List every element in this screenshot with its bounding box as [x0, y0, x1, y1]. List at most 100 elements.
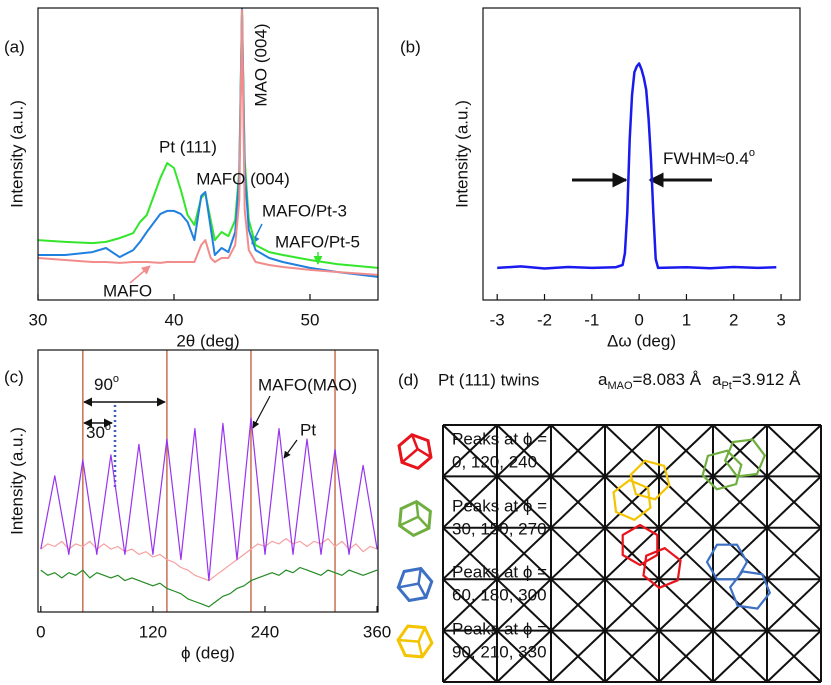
grid-diagonal: [658, 527, 714, 580]
series-label: MAFO/Pt-3: [262, 201, 347, 220]
grid-diagonal: [496, 475, 552, 529]
twin-outline: [642, 546, 682, 590]
grid-diagonal: [766, 527, 822, 580]
y-axis-label: Intensity (a.u.): [7, 100, 26, 208]
x-tick-label: 30: [29, 310, 48, 329]
lattice-sub: Pt: [721, 380, 731, 392]
twin-icon: [398, 499, 432, 538]
annotation-arrows: [83, 172, 712, 488]
arrow: [252, 395, 271, 429]
annotation: Pt (111): [159, 137, 217, 156]
x-tick-label: 1: [682, 310, 691, 329]
annotation-main: 30: [86, 423, 105, 442]
twin-icon-edge: [410, 434, 419, 450]
x-tick-label: 120: [139, 622, 167, 641]
diagram-title: Pt (111) twins: [438, 370, 539, 389]
twin-outline: [629, 459, 671, 501]
annotation: Pt: [300, 420, 316, 439]
y-axis-label: Intensity (a.u.): [7, 427, 26, 535]
twin-icon: [397, 433, 433, 470]
twin-icon: [396, 566, 434, 603]
annotation-main: 90: [94, 375, 113, 394]
lattice-value: =8.083 Å: [633, 370, 702, 389]
x-axis-label: Δω (deg): [607, 331, 676, 350]
lattice-symbol: a: [712, 370, 722, 389]
grid-diagonal: [766, 578, 822, 632]
twin-outline: [612, 478, 652, 522]
twin-icon-edge: [417, 568, 423, 584]
grid-diagonal: [766, 424, 822, 478]
grid-diagonal: [496, 578, 552, 632]
x-tick-label: 40: [165, 310, 184, 329]
grid-diagonal: [712, 475, 768, 529]
arrow: [283, 439, 298, 459]
twin-outline: [705, 543, 749, 581]
series-label: MAFO/Pt-5: [275, 232, 360, 251]
twin-icon-edge: [417, 583, 428, 599]
grid-diagonal: [496, 629, 552, 683]
grid-diagonal: [550, 629, 606, 683]
axes-frame: [37, 349, 379, 613]
twin-outline: [728, 570, 772, 610]
twin-text: Peaks at ϕ =: [452, 562, 547, 581]
x-tick-label: 240: [251, 622, 279, 641]
lattice-constant: aPt=3.912 Å: [712, 370, 801, 391]
x-tick-label: 0: [36, 622, 45, 641]
arrow: [129, 265, 151, 284]
twin-outline: [723, 438, 767, 478]
axes-frame: [37, 7, 379, 301]
grid-diagonal: [604, 527, 660, 580]
panel-label: (b): [400, 37, 421, 56]
grid-diagonal: [604, 629, 660, 683]
x-tick-label: 3: [776, 310, 785, 329]
data-line: [40, 417, 378, 582]
data-line: [497, 62, 777, 270]
twin-text: Peaks at ϕ =: [452, 429, 547, 448]
grid-diagonal: [550, 475, 606, 529]
annotation-sup: o: [105, 421, 111, 433]
twin-outline: [621, 523, 659, 567]
grid-diagonal: [766, 629, 822, 683]
twin-icon-edge: [416, 447, 432, 459]
annotation: FWHM≈0.4o: [663, 147, 755, 169]
annotation: MAFO (004): [196, 169, 290, 188]
x-axis-label: ϕ (deg): [181, 643, 235, 662]
grid-diagonal: [712, 424, 768, 478]
grid-diagonal: [658, 424, 714, 478]
twin-outline: [701, 449, 743, 491]
twin-icon-edge: [417, 627, 426, 643]
axes-frame: [482, 7, 801, 301]
grid-diagonal: [442, 629, 498, 683]
x-tick-label: 50: [301, 310, 320, 329]
grid-diagonal: [442, 475, 498, 529]
grid-diagonal: [712, 578, 768, 632]
lattice-sub: MAO: [607, 380, 633, 392]
y-axis-label: Intensity (a.u.): [452, 100, 471, 208]
plot-area: [40, 350, 378, 612]
plot-area: [497, 62, 777, 270]
grid-diagonal: [658, 578, 714, 632]
grid-diagonal: [442, 527, 498, 580]
x-tick-label: 360: [363, 622, 391, 641]
panel-label: (d): [398, 370, 419, 389]
grid-diagonal: [766, 475, 822, 529]
twin-icon-edge: [397, 638, 419, 643]
panel-label: (c): [4, 367, 24, 386]
grid-diagonal: [550, 424, 606, 478]
grid-diagonal: [604, 424, 660, 478]
twin-icon-edge: [398, 582, 419, 589]
x-tick-label: 0: [634, 310, 643, 329]
twin-icon-edge: [399, 515, 419, 527]
twin-icon-edge: [417, 641, 424, 658]
twin-icon-edge: [417, 515, 430, 530]
grid-diagonal: [658, 475, 714, 529]
annotation: MAFO(MAO): [258, 375, 357, 394]
x-tick-label: -2: [537, 310, 552, 329]
annotation: 90o: [94, 373, 119, 395]
grid-diagonal: [712, 527, 768, 580]
twin-icon-edge: [415, 501, 420, 517]
lattice-constant: aMAO=8.083 Å: [598, 370, 702, 391]
data-line: [38, 9, 378, 276]
grid-diagonal: [712, 629, 768, 683]
